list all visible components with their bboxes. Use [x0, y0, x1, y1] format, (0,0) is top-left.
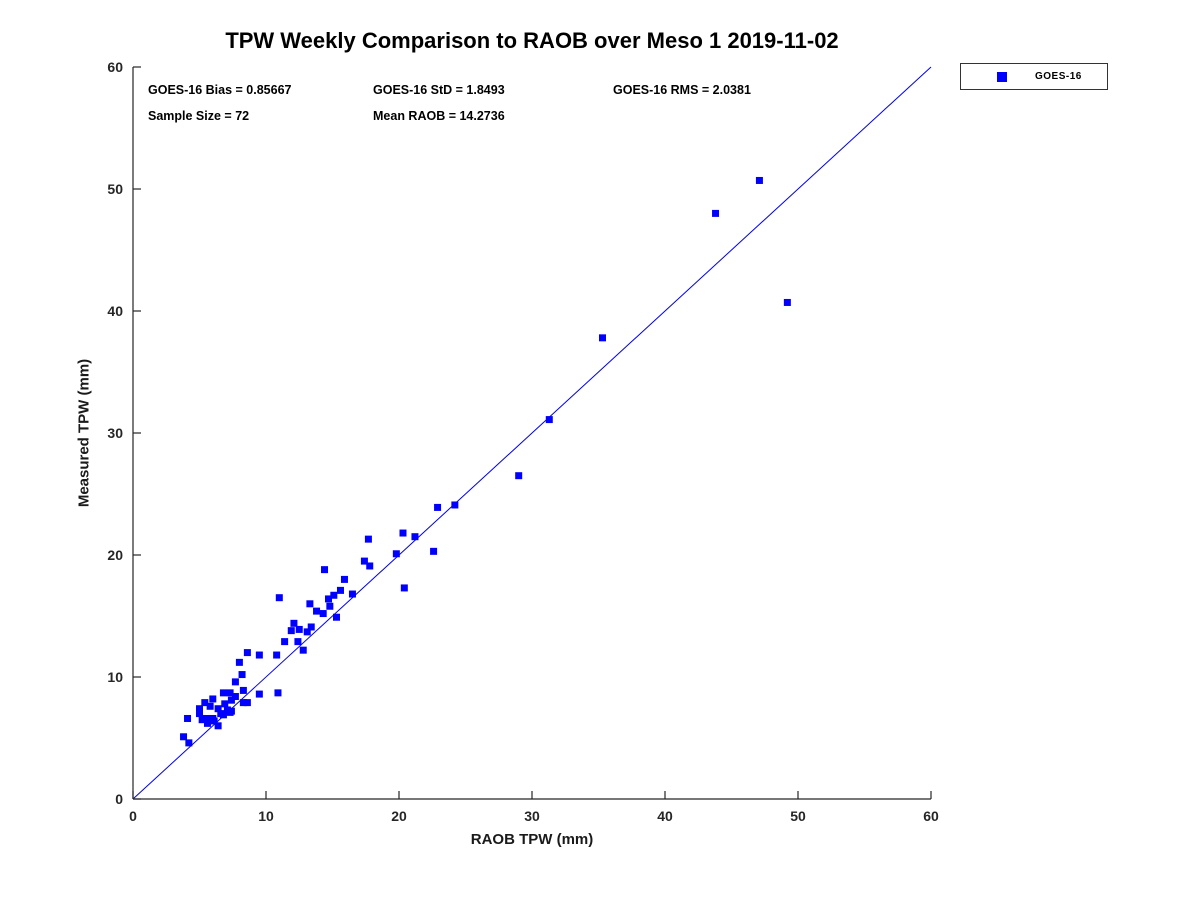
data-point [214, 722, 222, 730]
x-tick-label: 30 [524, 808, 540, 824]
data-point [515, 472, 523, 480]
data-point [273, 651, 281, 659]
y-tick-label: 0 [115, 791, 123, 807]
data-point [198, 716, 206, 724]
data-point [340, 575, 348, 583]
data-point [330, 591, 338, 599]
data-point [209, 695, 217, 703]
data-point [206, 702, 214, 710]
data-point [294, 638, 302, 646]
stat-mean-raob: Mean RAOB = 14.2736 [373, 109, 505, 123]
data-point [430, 547, 438, 555]
data-point [336, 586, 344, 594]
legend: GOES-16 [960, 63, 1108, 90]
data-point [255, 690, 263, 698]
y-tick-label: 50 [107, 181, 123, 197]
data-point [295, 625, 303, 633]
x-tick-label: 10 [258, 808, 274, 824]
data-point [214, 705, 222, 713]
data-point [290, 619, 298, 627]
data-point [332, 613, 340, 621]
data-point [239, 699, 247, 707]
data-point [399, 529, 407, 537]
data-point [219, 711, 227, 719]
data-point [299, 646, 307, 654]
data-point [226, 689, 234, 697]
data-point [196, 705, 203, 713]
data-point [451, 501, 459, 509]
data-point [783, 298, 791, 306]
data-point [231, 678, 239, 686]
stat-std: GOES-16 StD = 1.8493 [373, 83, 505, 97]
data-point [202, 714, 210, 722]
data-point [348, 590, 356, 598]
data-point [274, 689, 282, 697]
data-point [364, 535, 372, 543]
legend-marker-square-icon [997, 71, 1007, 82]
data-point [238, 671, 246, 679]
x-tick-label: 50 [790, 808, 806, 824]
data-point [545, 416, 553, 424]
y-tick-label: 30 [107, 425, 123, 441]
data-point [313, 607, 321, 615]
y-axis-label: Measured TPW (mm) [75, 358, 93, 508]
data-point [287, 627, 295, 635]
data-point [180, 733, 188, 741]
data-point [239, 686, 247, 694]
data-point [185, 739, 193, 747]
data-point [219, 689, 227, 697]
data-point [319, 610, 327, 618]
stat-rms: GOES-16 RMS = 2.0381 [613, 83, 751, 97]
x-axis-label: RAOB TPW (mm) [470, 831, 594, 848]
chart-title: TPW Weekly Comparison to RAOB over Meso … [225, 28, 839, 53]
data-point [275, 594, 283, 602]
data-point [196, 710, 203, 718]
data-point [307, 623, 315, 631]
reference-line [132, 66, 932, 800]
y-tick-label: 20 [107, 547, 123, 563]
y-tick-label: 40 [107, 303, 123, 319]
data-point [209, 714, 217, 722]
data-point [281, 638, 289, 646]
stat-sample-size: Sample Size = 72 [148, 109, 250, 123]
x-tick-label: 40 [657, 808, 673, 824]
data-point [392, 550, 400, 558]
data-point [227, 696, 235, 704]
x-tick-label: 60 [923, 808, 939, 824]
data-point [201, 699, 209, 707]
data-point [203, 719, 211, 727]
data-point [411, 533, 419, 541]
legend-label: GOES-16 [1035, 71, 1082, 82]
data-point [321, 566, 329, 574]
data-point [255, 651, 263, 659]
data-point [400, 584, 408, 592]
data-point [326, 602, 334, 610]
x-tick-label: 20 [391, 808, 407, 824]
data-point [755, 176, 763, 184]
data-point [434, 503, 442, 511]
data-point [366, 562, 374, 570]
data-point [712, 209, 720, 217]
data-point [360, 557, 368, 565]
data-point [227, 707, 235, 715]
data-point [231, 693, 239, 701]
data-point [243, 649, 251, 657]
data-point [306, 600, 314, 608]
data-point [325, 595, 333, 603]
x-tick-label: 0 [129, 808, 137, 824]
data-point [184, 714, 192, 722]
data-point [243, 699, 251, 707]
y-tick-label: 10 [107, 669, 123, 685]
data-point [221, 700, 229, 708]
data-point [598, 334, 606, 342]
y-tick-label: 60 [107, 59, 123, 75]
data-point [303, 628, 311, 636]
stat-bias: GOES-16 Bias = 0.85667 [148, 83, 292, 97]
data-point [235, 658, 243, 666]
